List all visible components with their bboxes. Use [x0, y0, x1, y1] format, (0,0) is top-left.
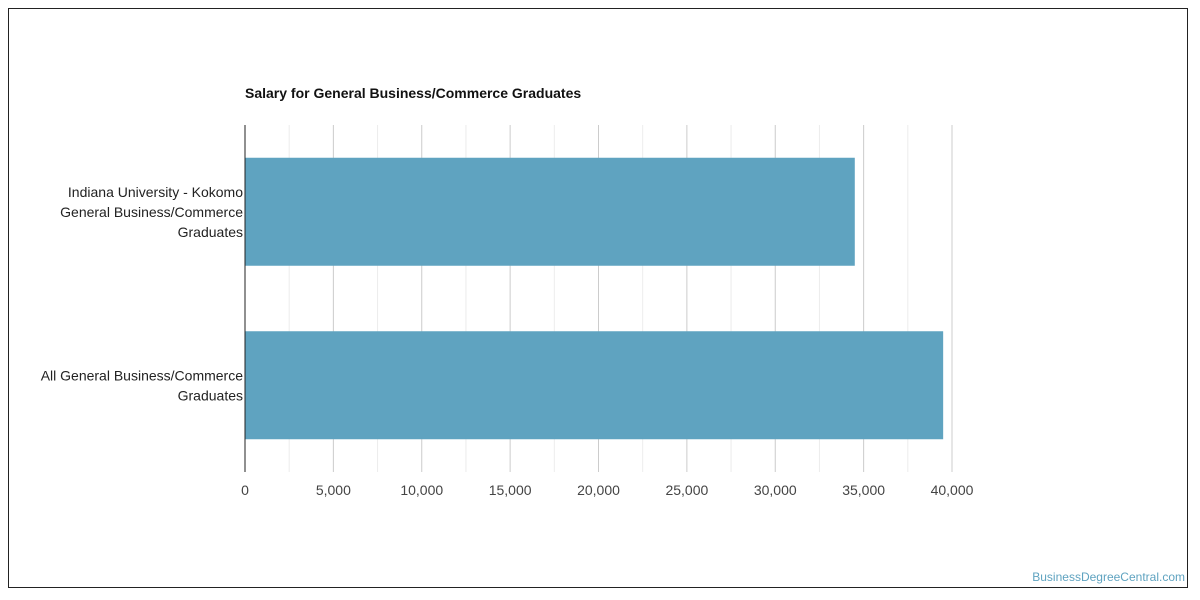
bars [245, 157, 944, 440]
chart-title: Salary for General Business/Commerce Gra… [245, 85, 582, 101]
x-tick-label: 35,000 [842, 482, 885, 498]
x-tick-label: 40,000 [931, 482, 974, 498]
x-tick-label: 25,000 [665, 482, 708, 498]
category-label: Graduates [178, 224, 243, 240]
bar[interactable] [245, 331, 944, 440]
x-tick-label: 20,000 [577, 482, 620, 498]
category-label: All General Business/Commerce [41, 367, 244, 383]
x-tick-label: 15,000 [489, 482, 532, 498]
source-watermark[interactable]: BusinessDegreeCentral.com [1032, 570, 1185, 584]
category-label: Indiana University - Kokomo [68, 184, 243, 200]
category-labels: Indiana University - Kokomo General Busin… [41, 184, 244, 404]
category-label: General Business/Commerce [60, 204, 243, 220]
x-tick-label: 0 [241, 482, 249, 498]
category-label: Graduates [178, 387, 243, 403]
x-tick-label: 5,000 [316, 482, 351, 498]
x-tick-labels: 0 5,000 10,000 15,000 20,000 25,000 30,000 35,0… [241, 482, 974, 498]
x-tick-label: 10,000 [400, 482, 443, 498]
bar[interactable] [245, 157, 855, 266]
x-tick-label: 30,000 [754, 482, 797, 498]
